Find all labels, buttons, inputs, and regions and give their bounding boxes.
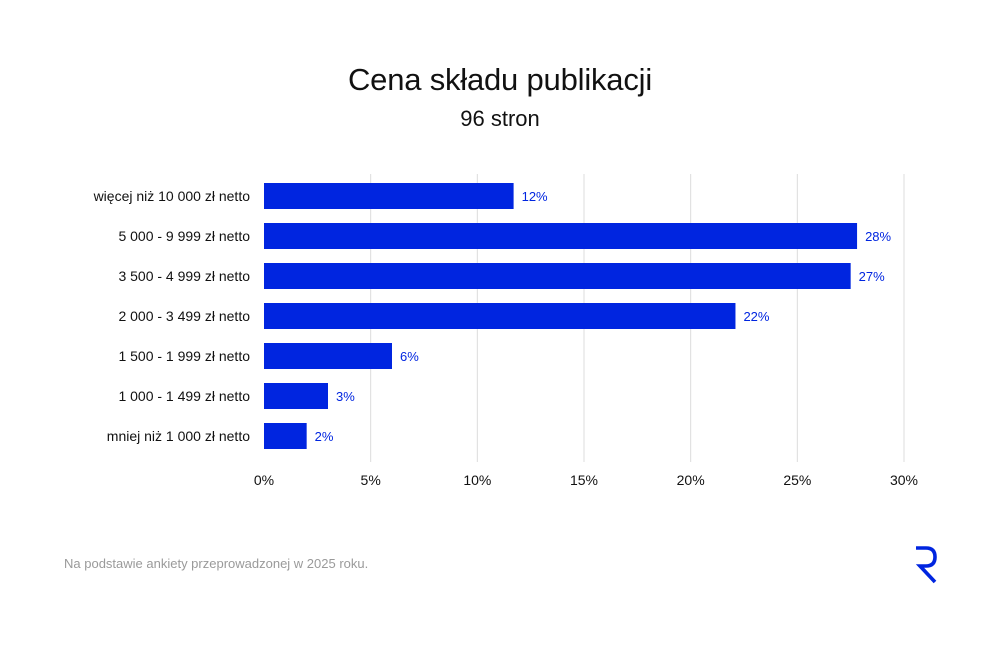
bar-value-label: 3% <box>336 389 355 404</box>
bar-value-label: 6% <box>400 349 419 364</box>
bar <box>264 343 392 369</box>
category-label: 3 500 - 4 999 zł netto <box>118 268 250 284</box>
bar-value-label: 22% <box>743 309 769 324</box>
category-label: mniej niż 1 000 zł netto <box>107 428 250 444</box>
bar-value-label: 12% <box>522 189 548 204</box>
category-label: więcej niż 10 000 zł netto <box>93 188 251 204</box>
bar <box>264 183 514 209</box>
bar-value-label: 27% <box>859 269 885 284</box>
bar <box>264 303 736 329</box>
bar <box>264 383 328 409</box>
brand-r-logo-icon <box>915 546 937 584</box>
bar <box>264 263 851 289</box>
x-tick-label: 20% <box>677 472 705 488</box>
x-tick-label: 25% <box>783 472 811 488</box>
category-label: 1 000 - 1 499 zł netto <box>118 388 250 404</box>
x-tick-label: 15% <box>570 472 598 488</box>
bar-value-label: 2% <box>315 429 334 444</box>
source-footnote: Na podstawie ankiety przeprowadzonej w 2… <box>64 556 369 571</box>
x-tick-label: 0% <box>254 472 274 488</box>
chart-subtitle: 96 stron <box>460 106 540 131</box>
x-tick-label: 30% <box>890 472 918 488</box>
chart-title: Cena składu publikacji <box>347 62 653 97</box>
bar-value-label: 28% <box>865 229 891 244</box>
x-tick-label: 10% <box>463 472 491 488</box>
bar <box>264 223 858 249</box>
bar <box>264 423 307 449</box>
x-tick-label: 5% <box>361 472 381 488</box>
category-label: 2 000 - 3 499 zł netto <box>118 308 250 324</box>
category-label: 1 500 - 1 999 zł netto <box>118 348 250 364</box>
category-label: 5 000 - 9 999 zł netto <box>118 228 250 244</box>
